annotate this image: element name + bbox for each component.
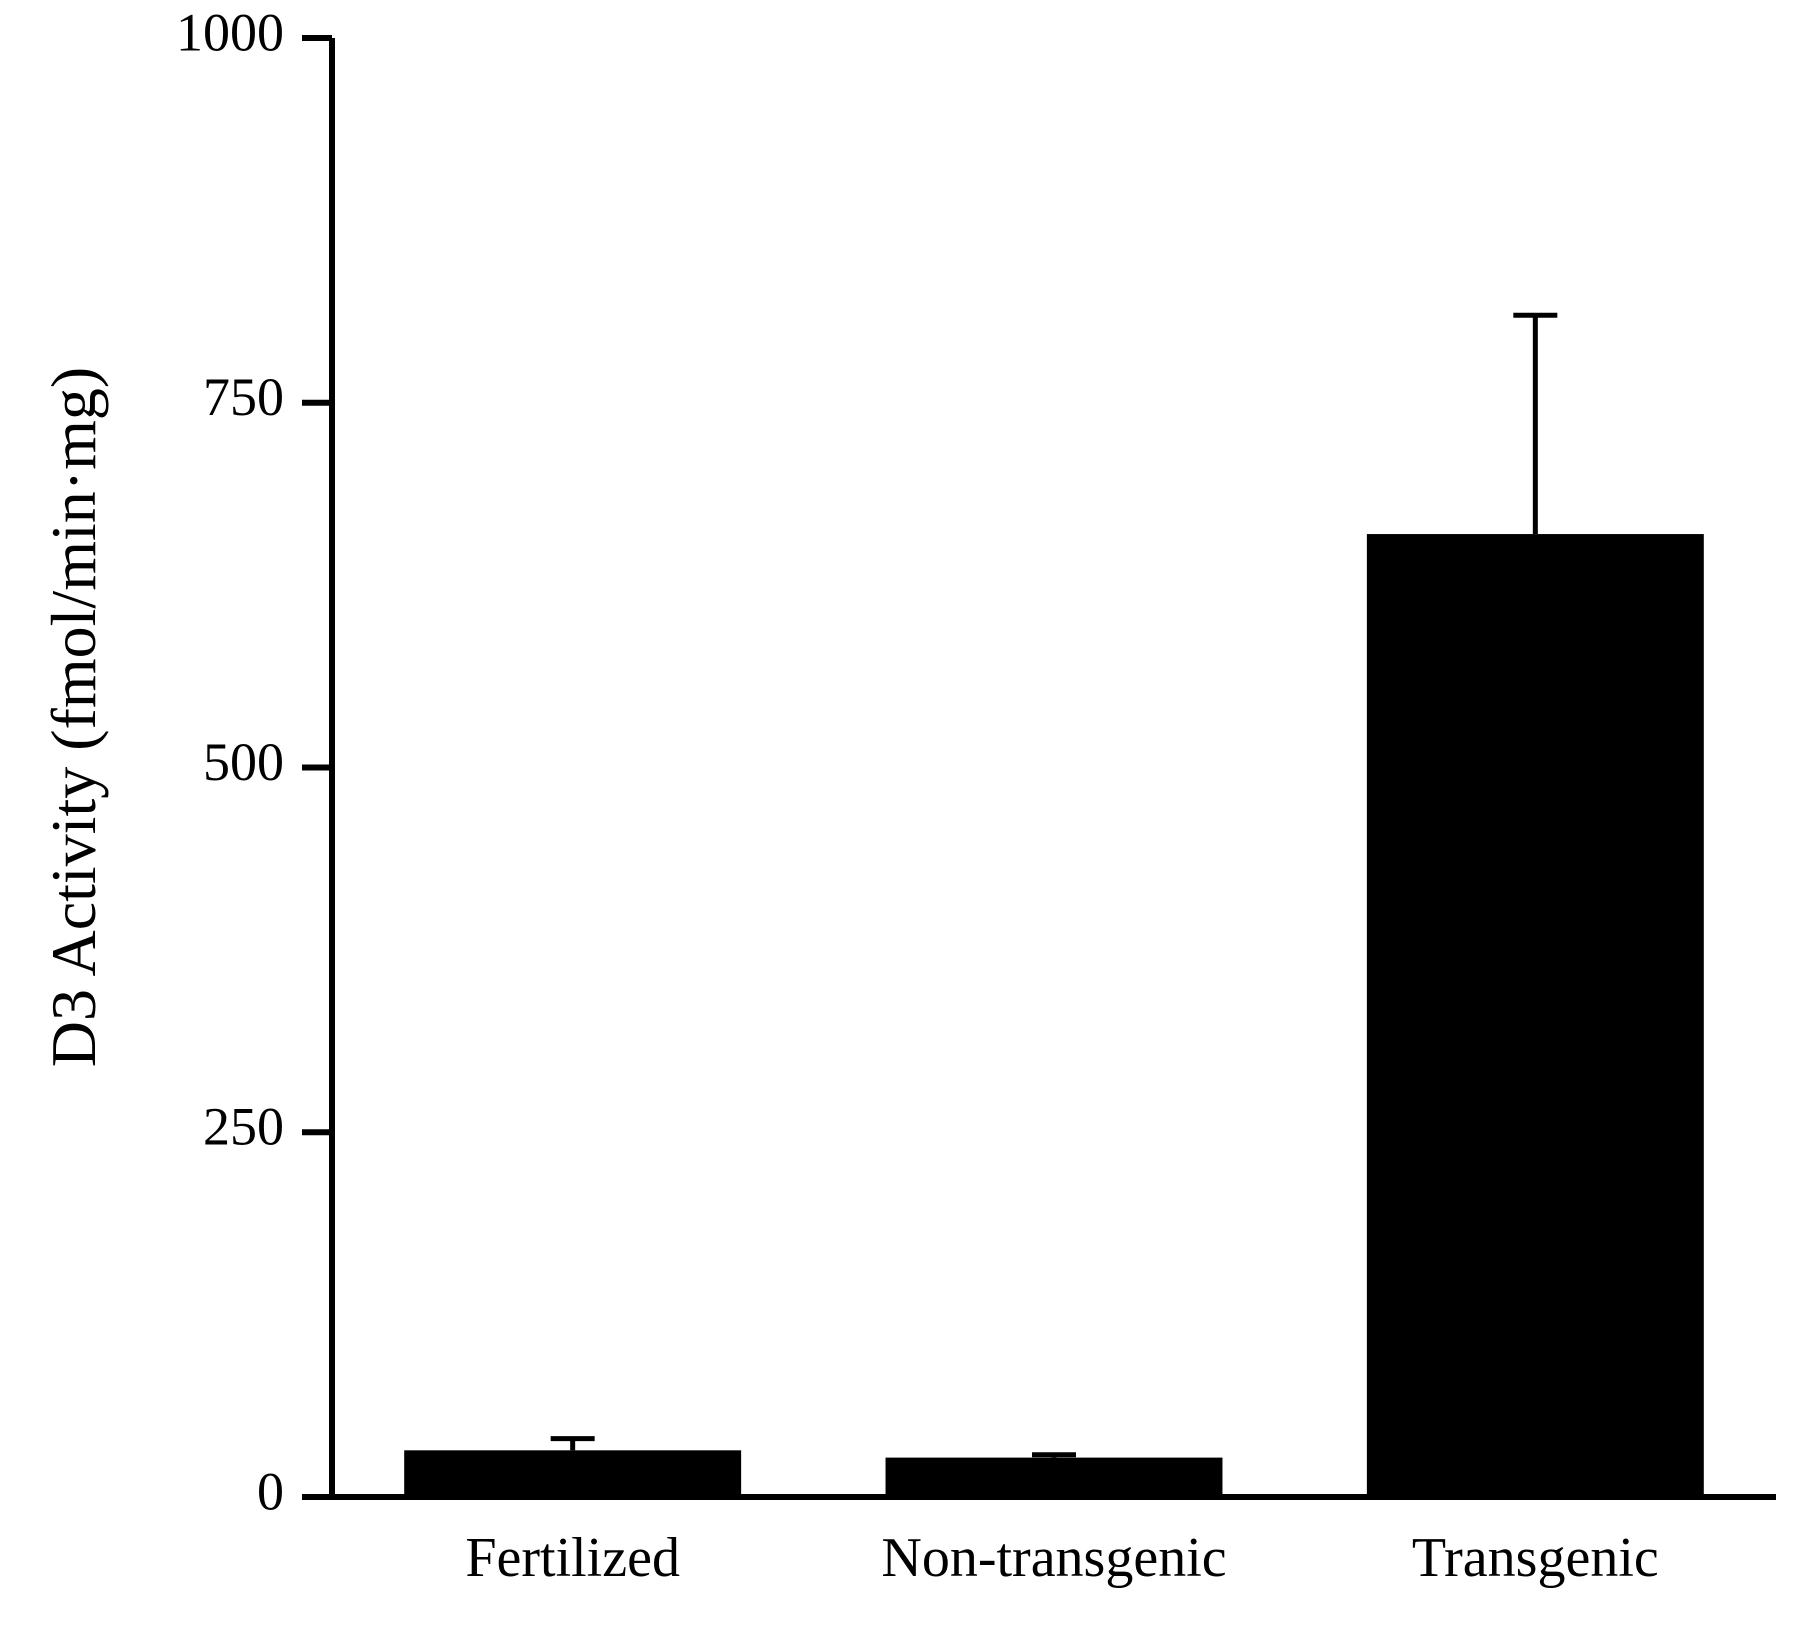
y-tick-label: 0 xyxy=(257,1461,284,1521)
y-tick-label: 750 xyxy=(203,367,284,427)
x-tick-label: Transgenic xyxy=(1412,1527,1659,1589)
bar xyxy=(404,1450,742,1497)
y-tick-label: 500 xyxy=(203,732,284,792)
y-tick-label: 250 xyxy=(203,1097,284,1157)
y-axis-label: D3 Activity (fmol/min·mg) xyxy=(38,367,109,1067)
bar xyxy=(1366,534,1704,1497)
y-tick-label: 1000 xyxy=(176,2,284,62)
x-tick-label: Fertilized xyxy=(465,1527,680,1589)
x-tick-label: Non-transgenic xyxy=(881,1527,1226,1589)
bar xyxy=(885,1457,1223,1497)
